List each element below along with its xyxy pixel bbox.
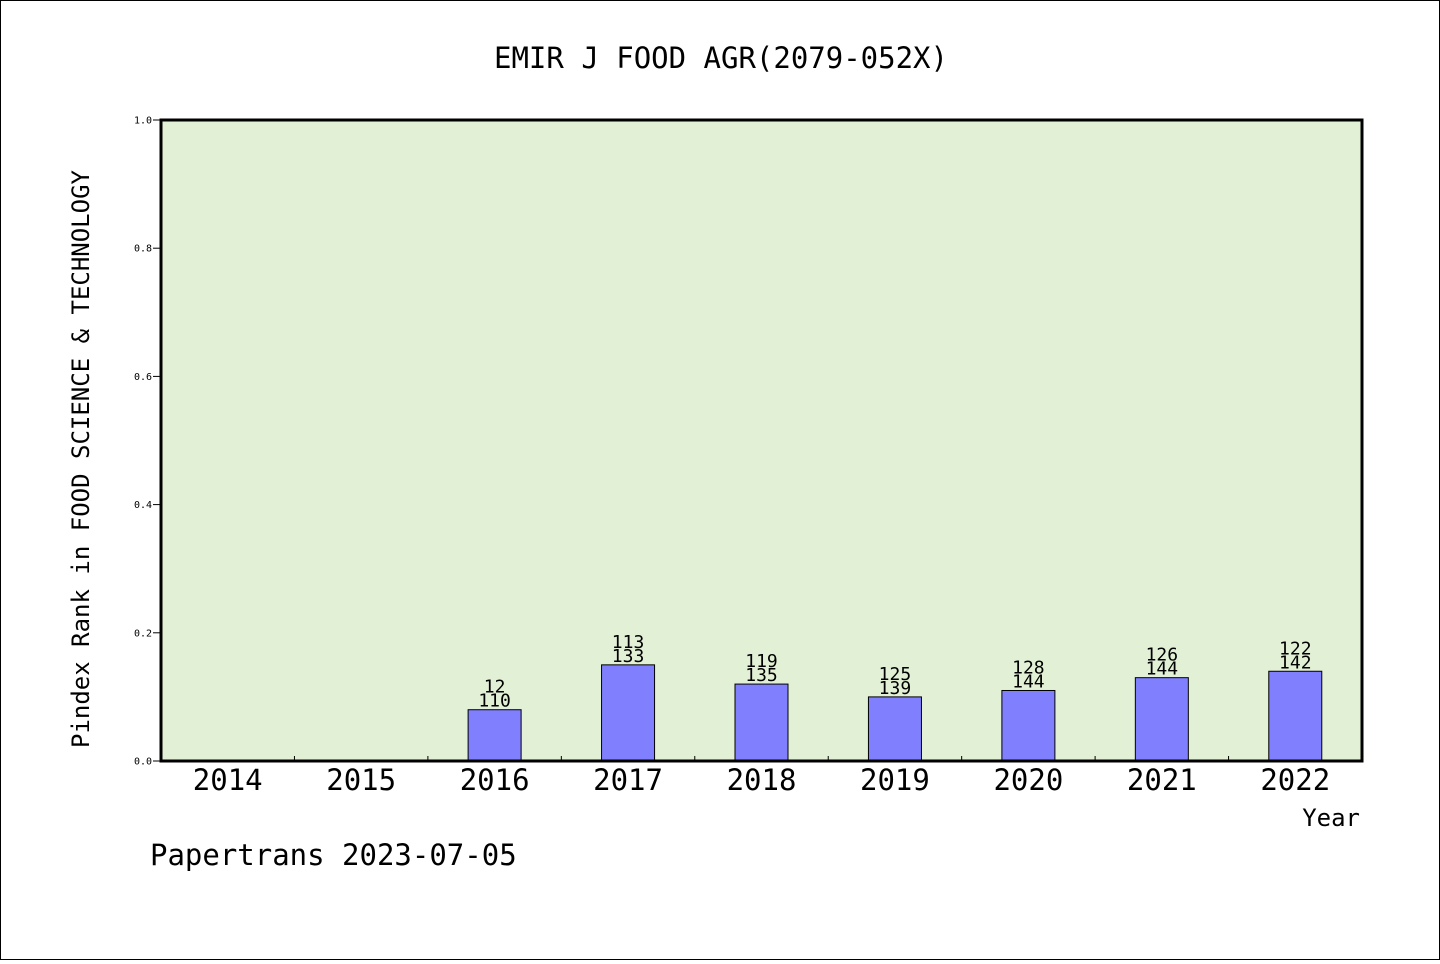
y-axis-label: Pindex Rank in FOOD SCIENCE & TECHNOLOGY <box>67 169 95 748</box>
bar-label-top: 128 <box>1012 657 1045 678</box>
x-tick-label: 2020 <box>993 763 1063 797</box>
plot-area <box>159 118 1364 763</box>
y-tick-label: 0.2 <box>134 628 152 639</box>
bar <box>1134 677 1189 762</box>
plot-border <box>159 118 1364 763</box>
bar-label-top: 119 <box>745 651 778 672</box>
y-tick-label: 0.8 <box>134 244 152 255</box>
y-tick-label: 0.6 <box>134 372 152 383</box>
chart-title: EMIR J FOOD AGR(2079-052X) <box>494 41 948 75</box>
bar <box>1268 670 1323 762</box>
bar <box>467 709 522 762</box>
y-axis: 0.0 0.2 0.4 0.6 0.8 1.0 <box>134 116 161 768</box>
bar-label-top: 12 <box>484 677 506 698</box>
bar-label-bottom: 144 <box>1146 659 1179 680</box>
x-tick-label: 2016 <box>460 763 530 797</box>
bar-label-bottom: 142 <box>1279 652 1312 673</box>
x-axis-label: Year <box>1302 804 1360 832</box>
bar-label-top: 113 <box>612 632 645 653</box>
x-axis: 2014 2015 2016 2017 2018 2019 2020 2021 2022 <box>193 756 1330 797</box>
bar-label-bottom: 144 <box>1012 671 1045 692</box>
bar-series <box>467 664 1323 762</box>
bar <box>734 683 789 762</box>
y-tick-label: 0.0 <box>134 757 152 768</box>
bar <box>1001 689 1056 762</box>
bar <box>867 696 922 762</box>
bar-label-bottom: 133 <box>612 646 645 667</box>
bar <box>601 664 656 762</box>
bar-label-top: 125 <box>879 664 912 685</box>
y-tick-label: 0.4 <box>134 500 152 511</box>
x-tick-label: 2018 <box>727 763 797 797</box>
bar-label-bottom: 139 <box>879 678 912 699</box>
x-tick-label: 2022 <box>1260 763 1330 797</box>
x-tick-label: 2021 <box>1127 763 1197 797</box>
bar-label-bottom: 110 <box>478 691 511 712</box>
bar-label-top: 126 <box>1146 645 1179 666</box>
y-tick-label: 1.0 <box>134 116 152 127</box>
x-tick-label: 2019 <box>860 763 930 797</box>
x-tick-label: 2017 <box>593 763 663 797</box>
x-tick-label: 2015 <box>326 763 396 797</box>
bar-label-top: 122 <box>1279 638 1312 659</box>
x-tick-label: 2014 <box>193 763 263 797</box>
bar-label-bottom: 135 <box>745 665 778 686</box>
footer-note: Papertrans 2023-07-05 <box>150 838 517 872</box>
